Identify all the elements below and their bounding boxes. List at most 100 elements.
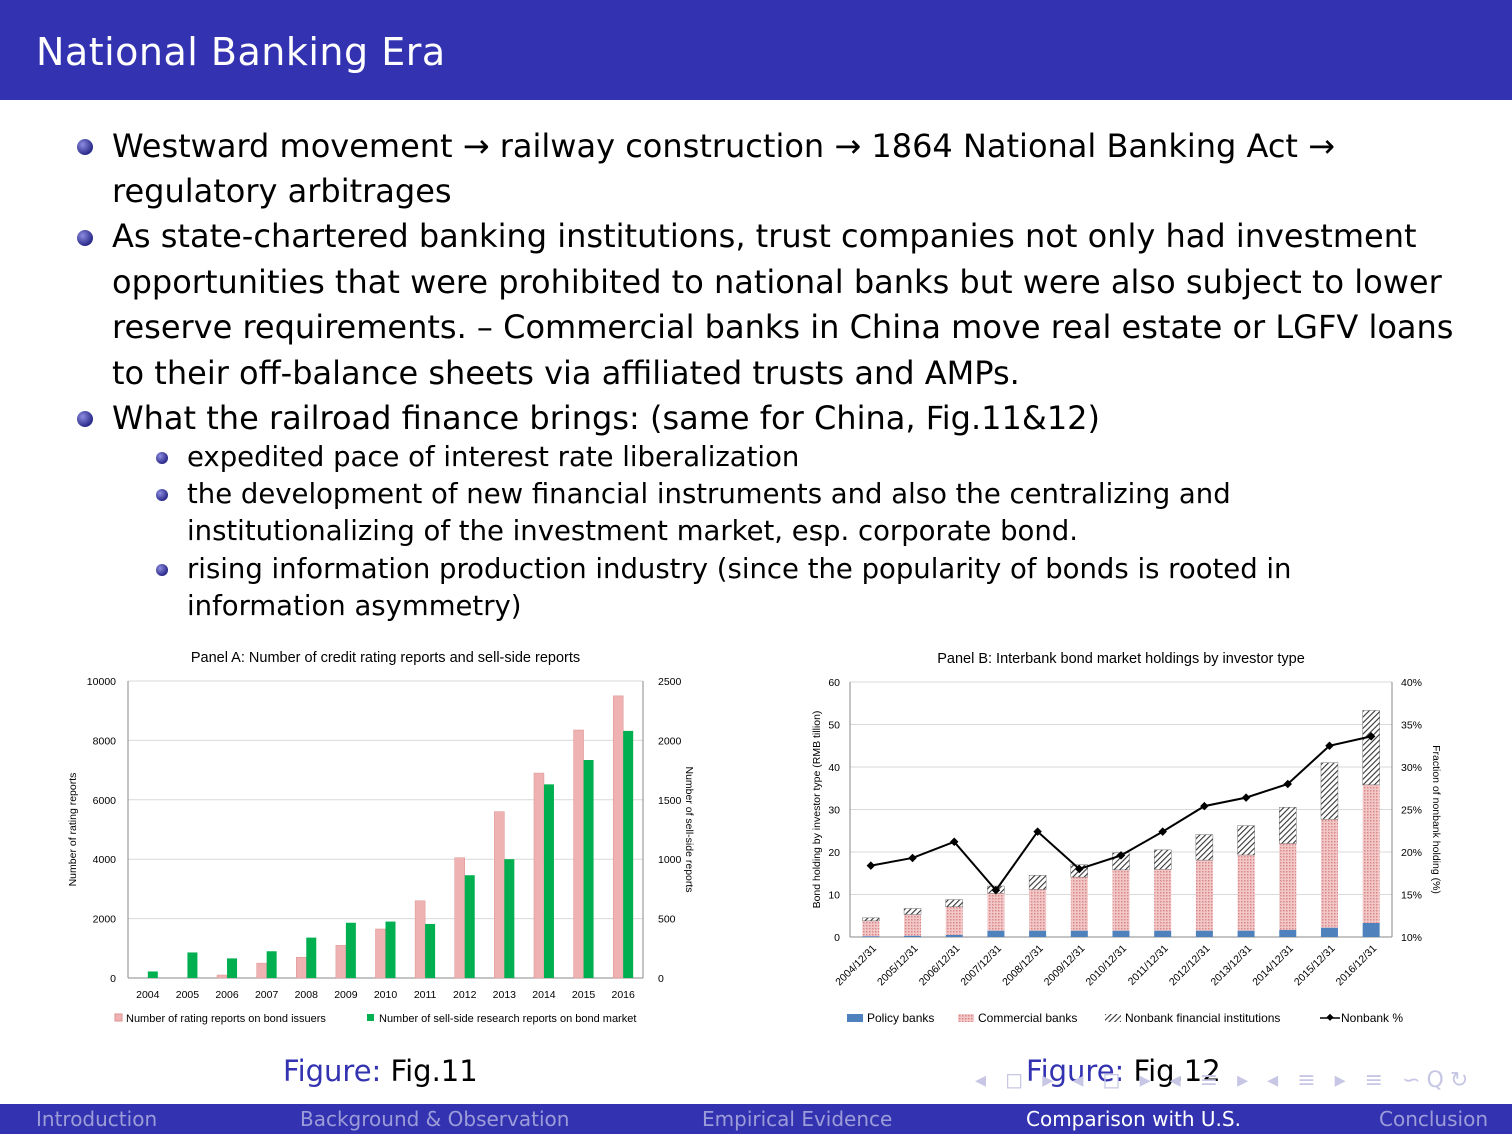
bar-sell-side-reports bbox=[147, 971, 158, 978]
bar-commercial-banks bbox=[987, 893, 1005, 931]
y-tick-label: 4000 bbox=[93, 854, 117, 866]
figure-text: Fig.12 bbox=[1133, 1054, 1221, 1088]
y-tick-label: 20 bbox=[828, 847, 840, 859]
x-tick-label: 2008/12/31 bbox=[1000, 943, 1046, 989]
legend-swatch-sell-side bbox=[367, 1014, 374, 1021]
y-tick-label: 60 bbox=[828, 677, 840, 689]
x-tick-label: 2008 bbox=[295, 989, 319, 1001]
x-tick-label: 2012/12/31 bbox=[1167, 943, 1213, 989]
y-axis-label: Number of rating reports bbox=[67, 773, 79, 887]
bar-policy-banks bbox=[1112, 930, 1130, 937]
bullet-text: to their off-balance sheets via affiliat… bbox=[112, 354, 1020, 392]
x-tick-label: 2016 bbox=[612, 989, 636, 1001]
subbullet-text: information asymmetry) bbox=[187, 590, 522, 622]
bar-rating-reports bbox=[454, 857, 465, 979]
footer-navigation: Introduction Background & Observation Em… bbox=[0, 1104, 1512, 1134]
bar-commercial-banks bbox=[1154, 869, 1172, 931]
bullet-marker bbox=[77, 411, 93, 427]
footer-section-background[interactable]: Background & Observation bbox=[300, 1107, 570, 1131]
x-tick-label: 2010/12/31 bbox=[1083, 943, 1129, 989]
subbullet-text: expedited pace of interest rate liberali… bbox=[187, 441, 800, 473]
footer-section-empirical[interactable]: Empirical Evidence bbox=[702, 1107, 893, 1131]
x-tick-label: 2011 bbox=[414, 989, 437, 1001]
bar-nonbank-institutions bbox=[1195, 834, 1214, 861]
bar-policy-banks bbox=[1237, 930, 1255, 937]
y2-axis-label: Fraction of nonbank holding (%) bbox=[1430, 745, 1442, 894]
y2-tick-label: 30% bbox=[1401, 762, 1422, 774]
footer-section-conclusion[interactable]: Conclusion bbox=[1379, 1107, 1488, 1131]
bar-nonbank-institutions bbox=[862, 917, 880, 922]
y-axis-label: Bond holding by investor type (RMB tilli… bbox=[811, 711, 823, 909]
bar-policy-banks bbox=[904, 935, 922, 937]
bar-sell-side-reports bbox=[583, 760, 594, 978]
chart-panel-b: Panel B: Interbank bond market holdings … bbox=[811, 651, 1442, 1025]
subbullet-text: institutionalizing of the investment mar… bbox=[187, 515, 1078, 547]
bar-commercial-banks bbox=[1195, 860, 1213, 931]
y-tick-label: 10000 bbox=[87, 676, 116, 688]
y2-tick-label: 1000 bbox=[658, 854, 682, 866]
legend-label-nonbank-pct: Nonbank % bbox=[1341, 1011, 1403, 1025]
bar-commercial-banks bbox=[1237, 854, 1255, 931]
x-tick-label: 2004 bbox=[136, 989, 160, 1001]
y2-tick-label: 15% bbox=[1401, 890, 1422, 902]
bar-policy-banks bbox=[1320, 927, 1338, 937]
y2-tick-label: 2500 bbox=[658, 676, 682, 688]
legend-marker-nonbank-pct bbox=[1326, 1013, 1334, 1021]
legend-swatch-commercial bbox=[958, 1014, 974, 1022]
subbullet-marker bbox=[156, 564, 168, 576]
legend-swatch-nonbank bbox=[1105, 1014, 1121, 1022]
x-tick-label: 2013 bbox=[493, 989, 517, 1001]
beamer-navigation-icons[interactable]: ◂ ◻ ▸ ◂ ◻ ▸ ◂ ≡ ▸ ◂ ≡ ▸ ≡ ∽Q↻ bbox=[975, 1068, 1475, 1093]
footer-section-comparison[interactable]: Comparison with U.S. bbox=[1026, 1107, 1241, 1131]
bullet-text: As state-chartered banking institutions,… bbox=[112, 217, 1417, 255]
footer-section-introduction[interactable]: Introduction bbox=[36, 1107, 158, 1131]
bar-policy-banks bbox=[945, 934, 963, 937]
x-tick-label: 2015 bbox=[572, 989, 596, 1001]
legend-label-rating: Number of rating reports on bond issuers bbox=[126, 1013, 326, 1025]
point-nonbank-pct bbox=[1283, 779, 1293, 789]
bullet-text: Westward movement → railway construction… bbox=[112, 127, 1335, 165]
bar-rating-reports bbox=[573, 729, 584, 979]
bar-policy-banks bbox=[1362, 922, 1380, 937]
legend-swatch-rating bbox=[114, 1013, 123, 1022]
bar-rating-reports bbox=[256, 962, 267, 979]
bar-commercial-banks bbox=[1029, 889, 1047, 931]
x-tick-label: 2010 bbox=[374, 989, 398, 1001]
subbullet-text: the development of new financial instrum… bbox=[187, 478, 1231, 510]
bar-commercial-banks bbox=[1320, 819, 1338, 928]
point-nonbank-pct bbox=[1366, 732, 1376, 741]
bar-commercial-banks bbox=[1112, 869, 1130, 931]
bar-nonbank-institutions bbox=[945, 899, 963, 908]
chart-title: Panel B: Interbank bond market holdings … bbox=[937, 651, 1305, 667]
y-tick-label: 10 bbox=[828, 890, 840, 902]
x-tick-label: 2015/12/31 bbox=[1292, 943, 1338, 989]
subbullet-marker bbox=[156, 489, 168, 501]
y2-tick-label: 10% bbox=[1401, 932, 1422, 944]
bar-nonbank-institutions bbox=[1028, 875, 1047, 890]
y2-tick-label: 25% bbox=[1401, 805, 1422, 817]
y-tick-label: 30 bbox=[828, 805, 840, 817]
bar-commercial-banks bbox=[904, 914, 922, 936]
slide-header: National Banking Era bbox=[0, 0, 1512, 100]
bullet-text: opportunities that were prohibited to na… bbox=[112, 263, 1442, 301]
y2-tick-label: 1500 bbox=[658, 795, 682, 807]
figure-caption-12: Figure: Fig.12 bbox=[1026, 1054, 1221, 1088]
bar-policy-banks bbox=[1279, 929, 1297, 937]
bar-rating-reports bbox=[296, 956, 307, 979]
x-tick-label: 2007/12/31 bbox=[958, 943, 1004, 989]
x-tick-label: 2016/12/31 bbox=[1334, 943, 1380, 989]
chart-title: Panel A: Number of credit rating reports… bbox=[191, 650, 580, 666]
y-tick-label: 8000 bbox=[93, 735, 117, 747]
subbullet-text: rising information production industry (… bbox=[187, 553, 1292, 585]
bar-rating-reports bbox=[375, 928, 386, 979]
bar-sell-side-reports bbox=[425, 923, 436, 978]
bar-sell-side-reports bbox=[543, 784, 554, 978]
figure-caption-11: Figure: Fig.11 bbox=[283, 1054, 478, 1088]
bullet-text: What the railroad finance brings: (same … bbox=[112, 399, 1101, 437]
x-tick-label: 2004/12/31 bbox=[833, 943, 879, 989]
bar-nonbank-institutions bbox=[1320, 762, 1339, 820]
bar-commercial-banks bbox=[1279, 843, 1297, 930]
figure-text: Fig.11 bbox=[390, 1054, 478, 1088]
bar-policy-banks bbox=[1154, 930, 1172, 937]
bar-commercial-banks bbox=[1070, 877, 1088, 931]
